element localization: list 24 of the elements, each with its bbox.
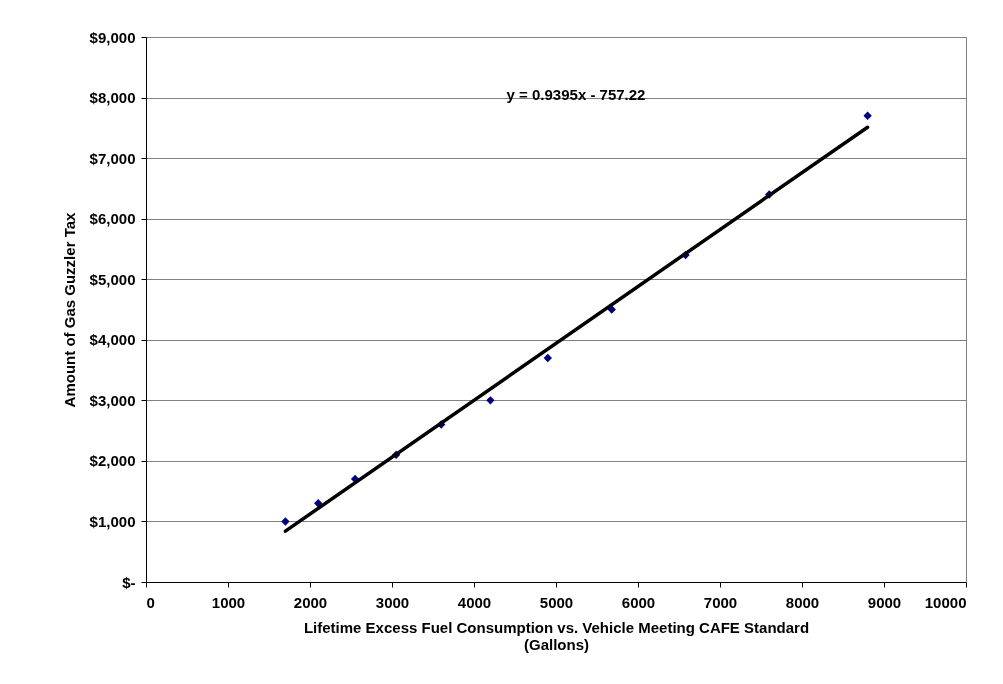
x-tick-label: 0 bbox=[146, 593, 155, 611]
y-tick-label: $- bbox=[122, 573, 136, 591]
y-tick-label: $3,000 bbox=[89, 391, 136, 409]
x-tick-label: 4000 bbox=[457, 593, 492, 611]
x-tick-label: 2000 bbox=[293, 593, 328, 611]
y-tick-label: $6,000 bbox=[89, 210, 136, 228]
x-tick-label: 1000 bbox=[211, 593, 246, 611]
x-tick-label: 6000 bbox=[621, 593, 656, 611]
y-tick-label: $5,000 bbox=[89, 270, 136, 288]
y-tick-label: $7,000 bbox=[89, 149, 136, 167]
x-tick-label: 3000 bbox=[375, 593, 410, 611]
x-tick-label: 10000 bbox=[924, 593, 967, 611]
x-axis-title: Lifetime Excess Fuel Consumption vs. Vehicle Meeting CAFE Standard (Gallons) bbox=[303, 618, 810, 653]
y-tick-label: $9,000 bbox=[89, 28, 136, 46]
x-tick-label: 8000 bbox=[785, 593, 820, 611]
y-tick-label: $4,000 bbox=[89, 331, 136, 349]
x-tick-label: 7000 bbox=[703, 593, 738, 611]
x-tick-label: 9000 bbox=[867, 593, 902, 611]
y-tick-label: $1,000 bbox=[89, 512, 136, 530]
y-axis-title: Amount of Gas Guzzler Tax bbox=[60, 211, 78, 408]
annotation: y = 0.9395x - 757.22 bbox=[506, 86, 646, 103]
x-tick-label: 5000 bbox=[539, 593, 574, 611]
y-tick-label: $8,000 bbox=[89, 89, 136, 107]
y-tick-label: $2,000 bbox=[89, 452, 136, 470]
